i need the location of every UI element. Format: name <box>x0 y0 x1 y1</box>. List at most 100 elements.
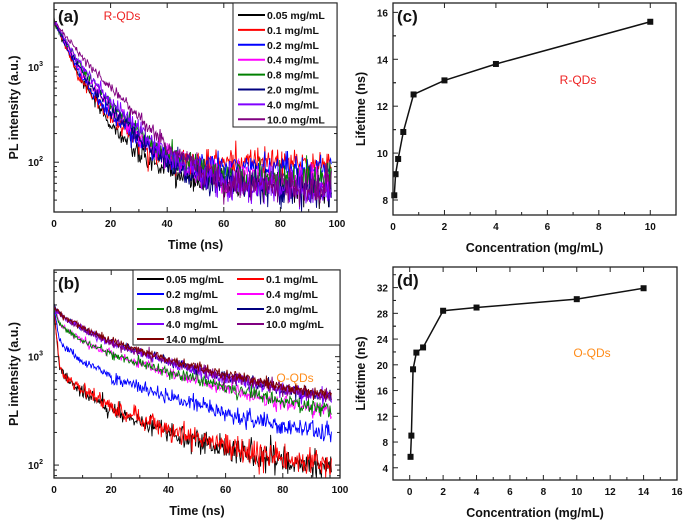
x-axis-title: Time (ns) <box>169 504 224 518</box>
y-tick-label: 32 <box>377 284 389 295</box>
y-tick-label: 20 <box>377 361 389 372</box>
y-tick-label: 4 <box>382 464 388 475</box>
x-axis-title: Concentration (mg/mL) <box>466 241 604 255</box>
x-tick-label: 60 <box>218 219 230 230</box>
legend-label: 0.8 mg/mL <box>166 304 219 316</box>
x-tick-label: 4 <box>474 487 480 498</box>
y-tick-label: 24 <box>377 335 389 346</box>
legend: 0.05 mg/mL 0.1 mg/mL 0.2 mg/mL 0.4 mg/mL 0.8… <box>132 269 341 346</box>
panel-label: (b) <box>58 274 80 293</box>
data-point <box>492 60 499 67</box>
data-point <box>395 155 402 162</box>
tick-exponent: 3 <box>39 351 43 358</box>
data-point <box>647 18 654 25</box>
legend-box <box>232 2 338 128</box>
y-axis-title: Lifetime (ns) <box>354 336 368 410</box>
data-point <box>420 344 427 351</box>
series-line-7 <box>53 20 332 208</box>
x-tick-label: 10 <box>645 222 657 233</box>
x-tick-label: 80 <box>275 219 287 230</box>
data-point <box>640 285 647 292</box>
data-point <box>392 171 399 178</box>
legend-label: 0.4 mg/mL <box>266 289 319 301</box>
x-tick-label: 8 <box>541 487 547 498</box>
x-tick-label: 4 <box>493 222 499 233</box>
y-tick-label: 16 <box>377 387 389 398</box>
series-line-1 <box>53 309 332 479</box>
data-point <box>573 296 580 303</box>
series-annotation: O-QDs <box>573 346 610 360</box>
panel-label: (a) <box>58 7 79 26</box>
series-annotation: R-QDs <box>104 9 141 23</box>
data-point <box>410 366 417 373</box>
x-tick-label: 40 <box>162 219 174 230</box>
data-point <box>391 192 398 199</box>
series-line-8 <box>53 307 332 401</box>
x-tick-label: 100 <box>332 485 349 496</box>
x-axis-title: Concentration (mg/mL) <box>466 506 604 520</box>
y-tick-label: 10 <box>377 149 389 160</box>
x-tick-label: 20 <box>106 485 118 496</box>
x-tick-label: 2 <box>442 222 448 233</box>
y-axis-title: PL intensity (a.u.) <box>7 56 21 160</box>
x-tick-label: 2 <box>440 487 446 498</box>
data-point <box>441 77 448 84</box>
tick-base: 10 <box>28 158 40 169</box>
x-tick-label: 14 <box>638 487 650 498</box>
legend-label: 10.0 mg/mL <box>266 319 324 331</box>
data-point <box>408 432 415 439</box>
legend: 0.05 mg/mL 0.1 mg/mL 0.2 mg/mL 0.4 mg/mL 0.8… <box>232 2 338 128</box>
x-tick-label: 40 <box>163 485 175 496</box>
legend-label: 0.1 mg/mL <box>266 274 319 286</box>
legend-label: 10.0 mg/mL <box>267 114 325 126</box>
y-tick-label: 8 <box>382 438 388 449</box>
y-tick-label: 103 <box>28 61 43 74</box>
legend-label: 0.05 mg/mL <box>166 274 224 286</box>
x-tick-label: 12 <box>605 487 617 498</box>
data-point <box>413 349 420 356</box>
y-tick-label: 14 <box>377 55 389 66</box>
y-tick-label: 103 <box>28 351 43 364</box>
x-tick-label: 80 <box>277 485 289 496</box>
x-tick-label: 0 <box>51 485 57 496</box>
y-tick-label: 8 <box>382 196 388 207</box>
tick-exponent: 2 <box>39 156 43 163</box>
x-tick-label: 100 <box>329 219 346 230</box>
legend-label: 4.0 mg/mL <box>267 99 320 111</box>
legend-label: 0.05 mg/mL <box>267 10 325 22</box>
legend-label: 0.2 mg/mL <box>267 40 320 52</box>
tick-exponent: 2 <box>39 459 43 466</box>
plot-frame <box>392 266 678 481</box>
y-axis-title: PL intensity (a.u.) <box>7 322 21 426</box>
panel-label: (c) <box>397 7 418 26</box>
tick-base: 10 <box>28 353 40 364</box>
series-line-4 <box>53 306 332 418</box>
legend-label: 0.2 mg/mL <box>166 289 219 301</box>
y-tick-label: 12 <box>377 412 389 423</box>
data-point <box>400 128 407 135</box>
data-point <box>440 307 447 314</box>
y-axis-title: Lifetime (ns) <box>354 72 368 146</box>
tick-base: 10 <box>28 461 40 472</box>
data-point <box>407 453 414 460</box>
y-tick-label: 102 <box>28 459 43 472</box>
series-line-2 <box>53 306 332 443</box>
x-tick-label: 0 <box>51 219 57 230</box>
x-tick-label: 10 <box>571 487 583 498</box>
x-tick-label: 0 <box>390 222 396 233</box>
y-tick-label: 102 <box>28 156 43 169</box>
legend-label: 2.0 mg/mL <box>266 304 319 316</box>
y-tick-label: 16 <box>377 8 389 19</box>
x-tick-label: 20 <box>105 219 117 230</box>
legend-label: 2.0 mg/mL <box>267 85 320 97</box>
legend-label: 4.0 mg/mL <box>166 319 219 331</box>
panel-a: 0 20 40 60 80 100 102 103 Time (ns) PL intensity … <box>7 2 346 252</box>
legend-box <box>132 269 341 346</box>
series-annotation: O-QDs <box>276 371 313 385</box>
x-axis-title: Time (ns) <box>168 238 223 252</box>
data-point <box>410 91 417 98</box>
x-tick-label: 16 <box>671 487 683 498</box>
x-tick-label: 6 <box>507 487 513 498</box>
